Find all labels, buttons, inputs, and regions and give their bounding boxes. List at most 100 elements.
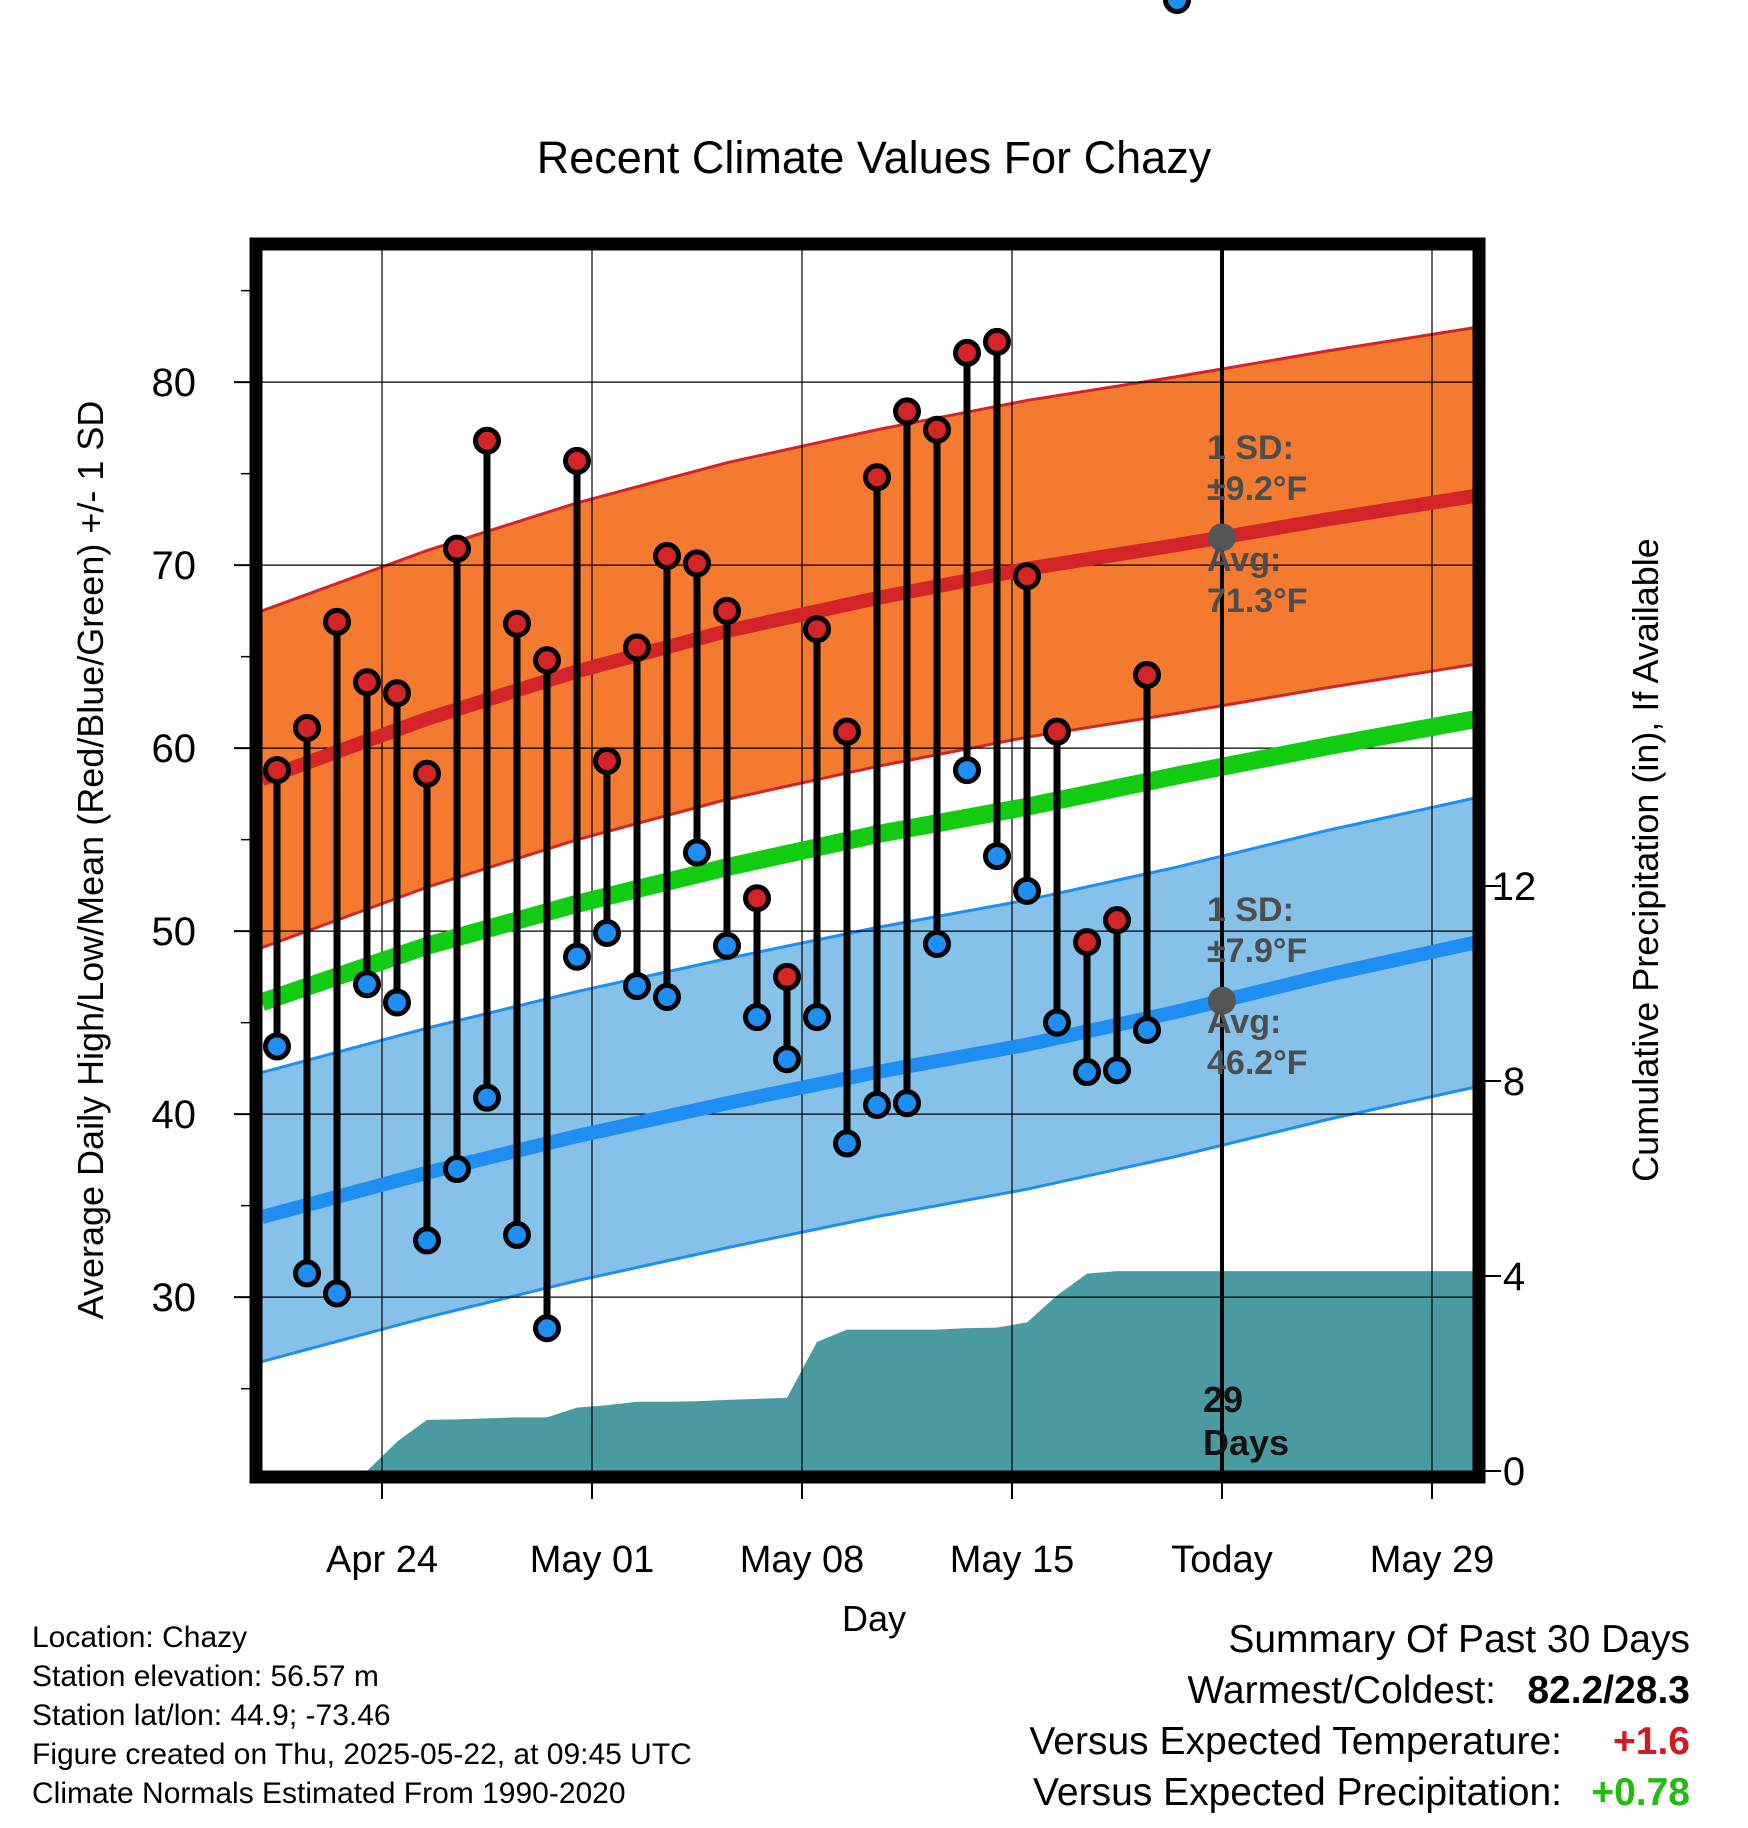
y-tick-label: 80 [152, 361, 197, 405]
summary-warm-cold-row: Warmest/Coldest: 82.2/28.3 [1029, 1665, 1690, 1716]
high-sd-band [262, 327, 1473, 948]
precip-area [277, 1271, 1473, 1471]
x-tick-label: May 01 [530, 1539, 655, 1581]
low-point [263, 1032, 291, 1061]
low-point [383, 988, 411, 1017]
low-sd-label: 1 SD: [1207, 891, 1294, 929]
high-point [1013, 562, 1041, 591]
low-point [623, 972, 651, 1001]
low-band-lower-edge [262, 1086, 1473, 1364]
high-point [473, 426, 501, 455]
high-point [923, 415, 951, 444]
today-high-avg-marker [1208, 523, 1236, 552]
y2-axis-label: Cumulative Precipitation (in), If Availa… [1625, 538, 1666, 1182]
low-point [953, 756, 981, 785]
low-point [923, 929, 951, 958]
low-point [533, 1314, 561, 1343]
high-point [1103, 906, 1131, 935]
high-point [563, 446, 591, 475]
high-point [383, 679, 411, 708]
y-axis-label: Average Daily High/Low/Mean (Red/Blue/Gr… [70, 401, 111, 1320]
low-point [683, 838, 711, 867]
x-tick-label: Today [1171, 1539, 1272, 1581]
high-point [893, 397, 921, 426]
chart-title: Recent Climate Values For Chazy [537, 132, 1212, 183]
x-axis-label: Day [842, 1598, 906, 1639]
low-point [473, 1083, 501, 1112]
high-point [293, 714, 321, 743]
daily-observations [263, 0, 1191, 1343]
low-point [1163, 0, 1191, 14]
figure-created: Figure created on Thu, 2025-05-22, at 09… [32, 1738, 692, 1771]
y-tick-label: 30 [152, 1276, 197, 1320]
x-tick-label: May 15 [950, 1539, 1075, 1581]
low-point [1043, 1008, 1071, 1037]
summary-panel: Summary Of Past 30 Days Warmest/Coldest:… [1029, 1614, 1690, 1818]
today-low-avg-marker [1208, 986, 1236, 1015]
low-point [1073, 1058, 1101, 1087]
high-point [953, 338, 981, 367]
high-point [1073, 928, 1101, 957]
low-point [1133, 1015, 1161, 1044]
high-point [443, 534, 471, 563]
high-point [533, 646, 561, 675]
station-location: Location: Chazy [32, 1621, 248, 1654]
low-sd-value: ±7.9°F [1207, 932, 1307, 970]
x-tick-label: May 08 [740, 1539, 865, 1581]
high-point [1043, 717, 1071, 746]
plot-area [262, 250, 1473, 1471]
low-point [563, 942, 591, 971]
high-band-upper-edge [262, 326, 1473, 613]
y2-tick-label: 0 [1503, 1450, 1525, 1494]
high-point [773, 962, 801, 991]
high-point [743, 884, 771, 913]
summary-temp-row: Versus Expected Temperature: +1.6 [1029, 1716, 1690, 1767]
low-avg-value: 46.2°F [1207, 1044, 1308, 1082]
high-point [323, 607, 351, 636]
high-sd-value: ±9.2°F [1207, 470, 1307, 508]
low-point [653, 983, 681, 1012]
high-point [803, 615, 831, 644]
high-avg-label: Avg: [1207, 541, 1281, 579]
high-sd-label: 1 SD: [1207, 429, 1294, 467]
x-tick-label: May 29 [1370, 1539, 1495, 1581]
high-point [833, 717, 861, 746]
low-point [863, 1091, 891, 1119]
y-tick-label: 60 [152, 727, 197, 771]
summary-temp-label: Versus Expected Temperature: [1029, 1720, 1562, 1763]
low-point [353, 970, 381, 999]
low-point [743, 1003, 771, 1032]
station-info: Location: Chazy Station elevation: 56.57… [32, 1618, 692, 1813]
days-label: Days [1203, 1422, 1289, 1463]
days-count: 29 [1203, 1379, 1243, 1420]
low-point [1013, 876, 1041, 905]
low-point [443, 1155, 471, 1184]
y2-tick-label: 4 [1503, 1255, 1525, 1299]
low-point [323, 1279, 351, 1308]
high-point [623, 633, 651, 662]
high-point [683, 549, 711, 578]
summary-precip-label: Versus Expected Precipitation: [1033, 1771, 1562, 1814]
low-point [833, 1129, 861, 1158]
low-point [503, 1220, 531, 1249]
low-point [893, 1089, 921, 1118]
x-tick-label: Apr 24 [326, 1539, 438, 1581]
low-point [773, 1045, 801, 1074]
low-point [803, 1003, 831, 1032]
y2-tick-label: 12 [1492, 865, 1537, 909]
high-point [593, 746, 621, 775]
high-avg-value: 71.3°F [1207, 582, 1308, 620]
station-latlon: Station lat/lon: 44.9; -73.46 [32, 1699, 391, 1732]
low-point [593, 918, 621, 947]
summary-warm-cold-label: Warmest/Coldest: [1187, 1669, 1496, 1712]
summary-warm-cold-value: 82.2/28.3 [1527, 1669, 1690, 1712]
climate-normals-period: Climate Normals Estimated From 1990-2020 [32, 1777, 626, 1810]
summary-title: Summary Of Past 30 Days [1228, 1618, 1690, 1661]
y2-tick-label: 8 [1503, 1060, 1525, 1104]
summary-precip-value: +0.78 [1591, 1771, 1690, 1814]
station-elevation: Station elevation: 56.57 m [32, 1660, 379, 1693]
high-point [263, 756, 291, 785]
high-point [863, 463, 891, 492]
high-point [983, 327, 1011, 356]
